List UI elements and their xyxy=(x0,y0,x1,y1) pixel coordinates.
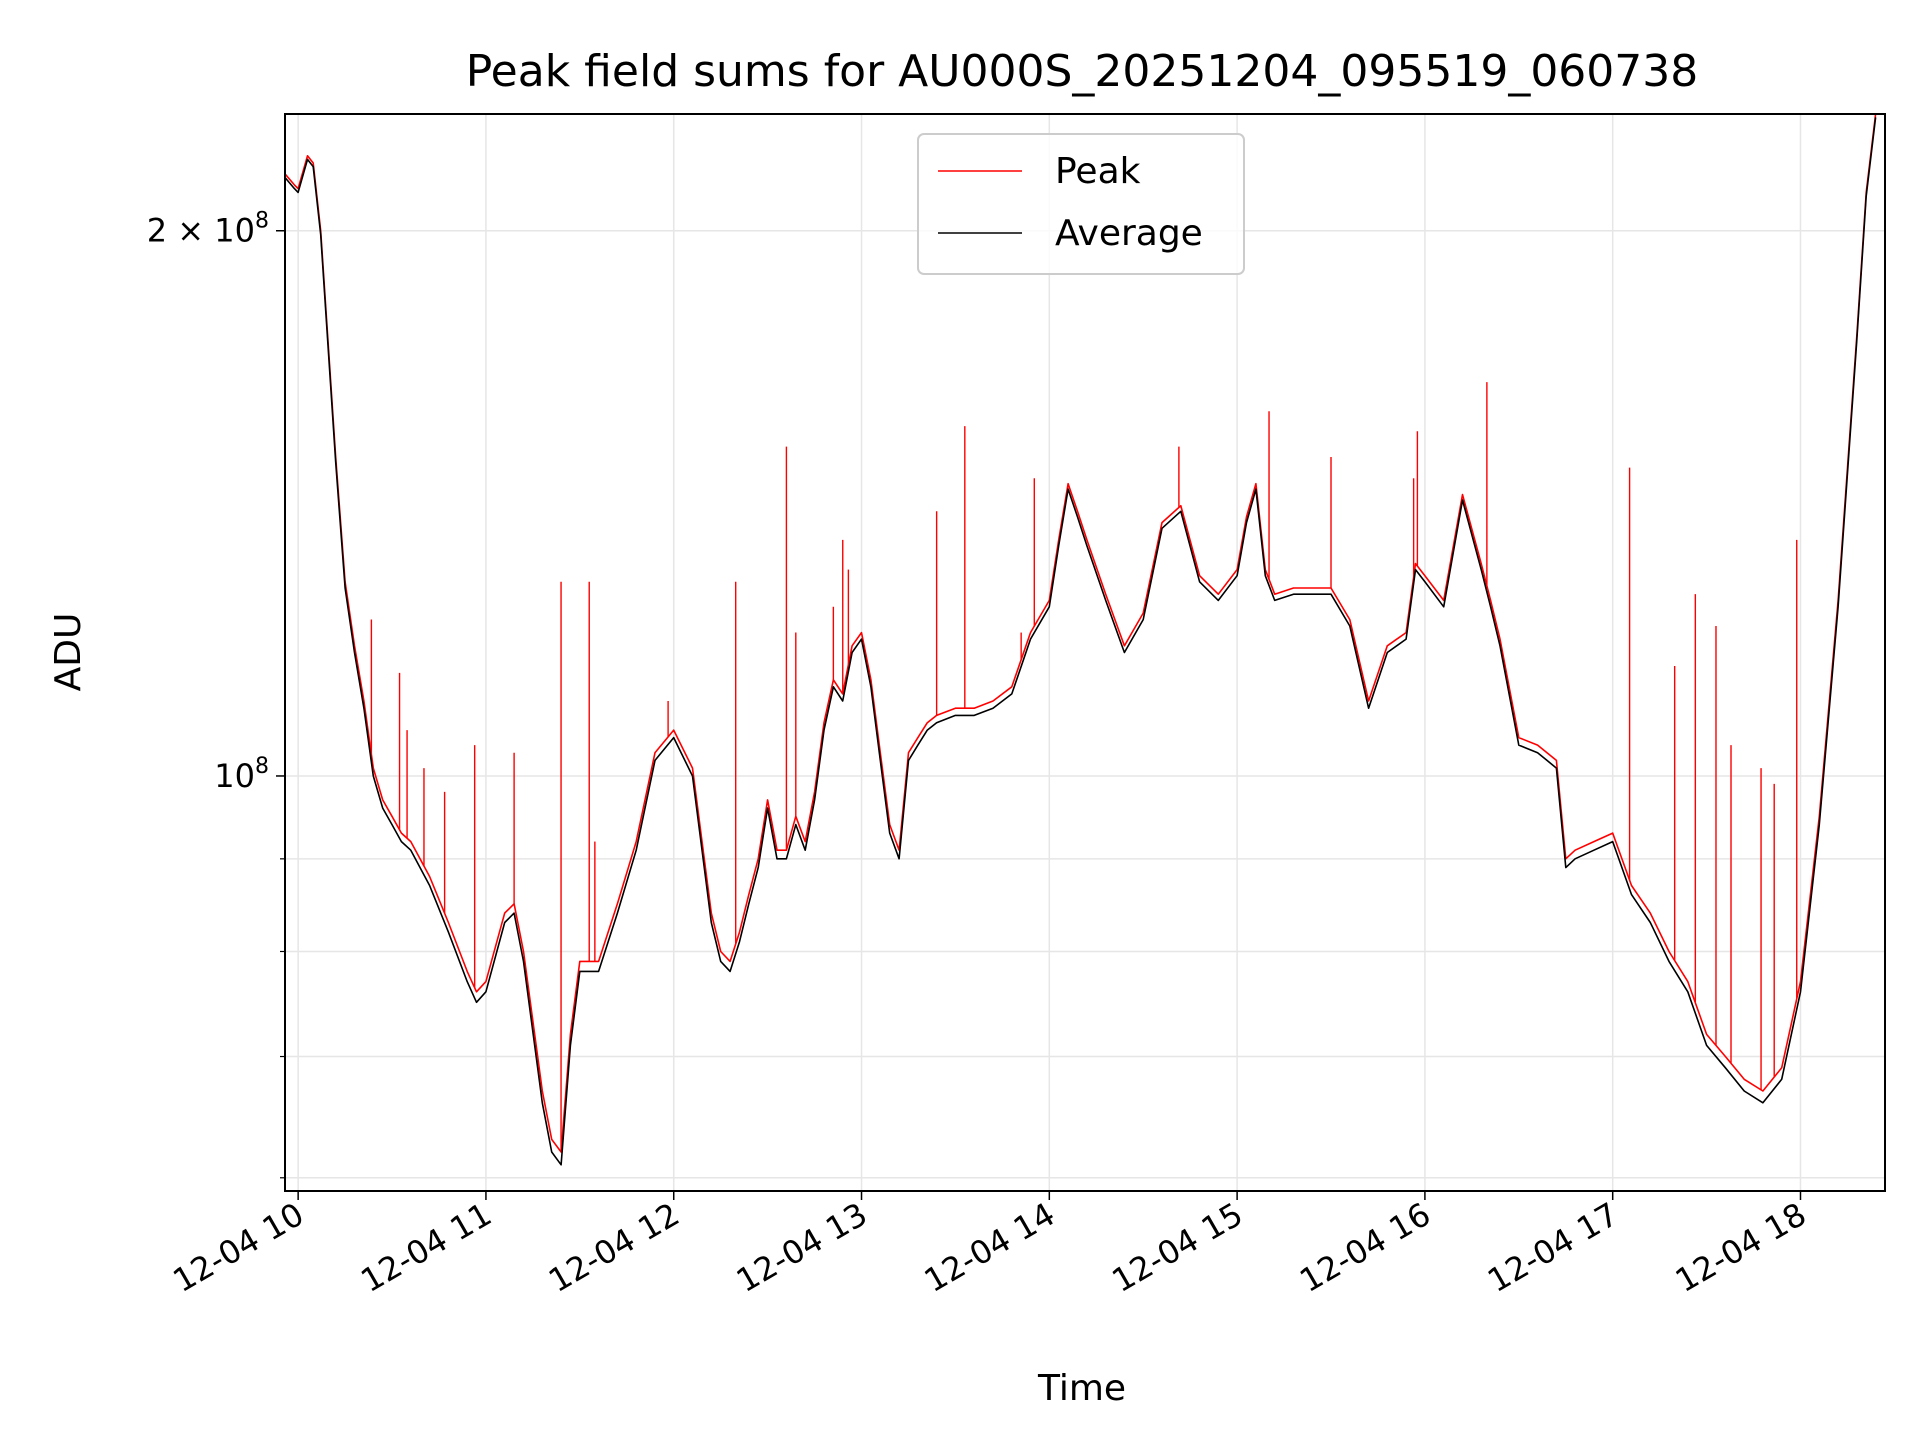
legend: Peak Average xyxy=(917,133,1245,275)
series-line-peak xyxy=(285,114,1877,1153)
x-axis-label: Time xyxy=(1037,1368,1126,1409)
chart-title: Peak field sums for AU000S_20251204_0955… xyxy=(466,46,1699,97)
legend-label-average: Average xyxy=(1055,213,1203,254)
plot-frame xyxy=(284,113,1886,1192)
legend-box xyxy=(917,133,1245,275)
y-axis: 108 2 × 108 xyxy=(147,209,285,1179)
y-tick-label: 2 × 108 xyxy=(147,209,269,250)
y-axis-label: ADU xyxy=(48,613,89,692)
y-tick-label: 108 xyxy=(214,754,269,795)
legend-label-peak: Peak xyxy=(1055,151,1141,192)
series-line-average xyxy=(285,117,1877,1166)
plot-area xyxy=(285,114,1877,1166)
